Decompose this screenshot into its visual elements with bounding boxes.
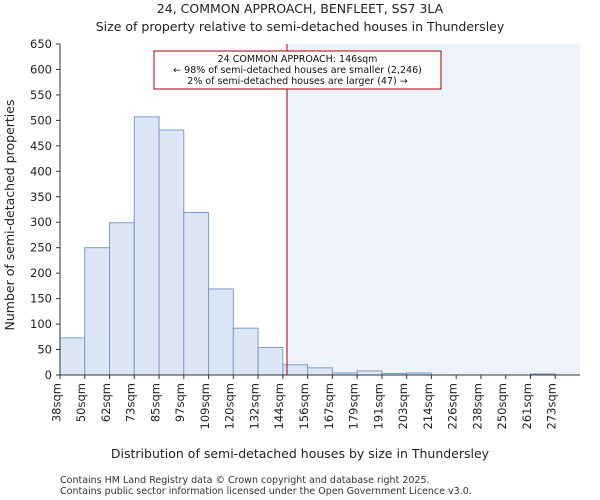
x-ticks-group: 38sqm 50sqm 62sqm 73sqm 85sqm 97sqm 109sqm 120s… xyxy=(49,375,559,429)
x-tick-label: 120sqm xyxy=(223,383,237,429)
x-axis-label: Distribution of semi-detached houses by … xyxy=(111,446,490,461)
x-tick-label: 191sqm xyxy=(371,383,385,429)
x-tick-label: 132sqm xyxy=(247,383,261,429)
highlight-region xyxy=(286,44,580,375)
y-tick-label: 150 xyxy=(30,292,52,306)
y-tick-label: 600 xyxy=(30,62,52,76)
y-tick-label: 650 xyxy=(30,37,52,51)
bar-120sqm xyxy=(232,327,259,376)
y-tick-label: 300 xyxy=(30,215,52,229)
annotation: 24 COMMON APPROACH: 146sqm ← 98% of semi… xyxy=(153,50,442,90)
chart-subtitle: Size of property relative to semi-detach… xyxy=(96,19,505,34)
bar-132sqm xyxy=(257,347,284,376)
x-tick-label: 38sqm xyxy=(49,383,63,422)
bar-73sqm xyxy=(133,116,160,376)
x-tick-label: 261sqm xyxy=(520,383,534,429)
x-tick-label: 214sqm xyxy=(421,383,435,429)
bar-85sqm xyxy=(158,129,185,376)
x-tick-label: 273sqm xyxy=(545,383,559,429)
x-tick-label: 62sqm xyxy=(99,383,113,422)
axes-group xyxy=(59,44,580,376)
bar-50sqm xyxy=(84,247,111,376)
annotation-line-2: ← 98% of semi-detached houses are smalle… xyxy=(173,65,422,76)
x-tick-label: 50sqm xyxy=(74,383,88,422)
bar-156sqm xyxy=(307,367,333,376)
x-tick-label: 97sqm xyxy=(173,383,187,422)
bars-group xyxy=(59,116,556,376)
y-axis-label: Number of semi-detached properties xyxy=(2,100,17,331)
annotation-box xyxy=(153,50,442,90)
x-tick-label: 179sqm xyxy=(347,383,361,429)
x-tick-label: 85sqm xyxy=(148,383,162,422)
x-tick-label: 109sqm xyxy=(198,383,212,429)
x-tick-label: 73sqm xyxy=(124,383,138,422)
bar-62sqm xyxy=(109,222,135,376)
x-tick-label: 144sqm xyxy=(272,383,286,429)
footer-line-1: Contains HM Land Registry data © Crown c… xyxy=(60,475,430,486)
y-tick-label: 250 xyxy=(30,241,52,255)
footer-line-2: Contains public sector information licen… xyxy=(60,486,472,497)
y-tick-label: 200 xyxy=(30,266,52,280)
bar-38sqm xyxy=(59,337,86,376)
annotation-line-3: 2% of semi-detached houses are larger (4… xyxy=(187,76,407,87)
y-tick-label: 550 xyxy=(30,88,52,102)
bar-179sqm xyxy=(356,370,383,376)
x-tick-label: 250sqm xyxy=(495,383,509,429)
y-tick-label: 500 xyxy=(30,113,52,127)
y-tick-label: 450 xyxy=(30,139,52,153)
x-tick-label: 156sqm xyxy=(297,383,311,429)
chart-title: 24, COMMON APPROACH, BENFLEET, SS7 3LA xyxy=(157,1,444,16)
x-tick-label: 238sqm xyxy=(470,383,484,429)
y-tick-label: 400 xyxy=(30,164,52,178)
x-tick-label: 226sqm xyxy=(446,383,460,429)
y-tick-label: 0 xyxy=(45,368,52,382)
y-tick-label: 100 xyxy=(30,317,52,331)
bar-97sqm xyxy=(183,212,210,376)
bar-109sqm xyxy=(208,288,234,376)
y-tick-label: 350 xyxy=(30,190,52,204)
y-ticks-group: 0 50 100 150 200 250 300 350 400 450 500 550 600 650 xyxy=(30,37,60,382)
x-tick-label: 167sqm xyxy=(322,383,336,429)
annotation-line-1: 24 COMMON APPROACH: 146sqm xyxy=(218,54,378,65)
y-tick-label: 50 xyxy=(37,343,52,357)
x-tick-label: 203sqm xyxy=(396,383,410,429)
